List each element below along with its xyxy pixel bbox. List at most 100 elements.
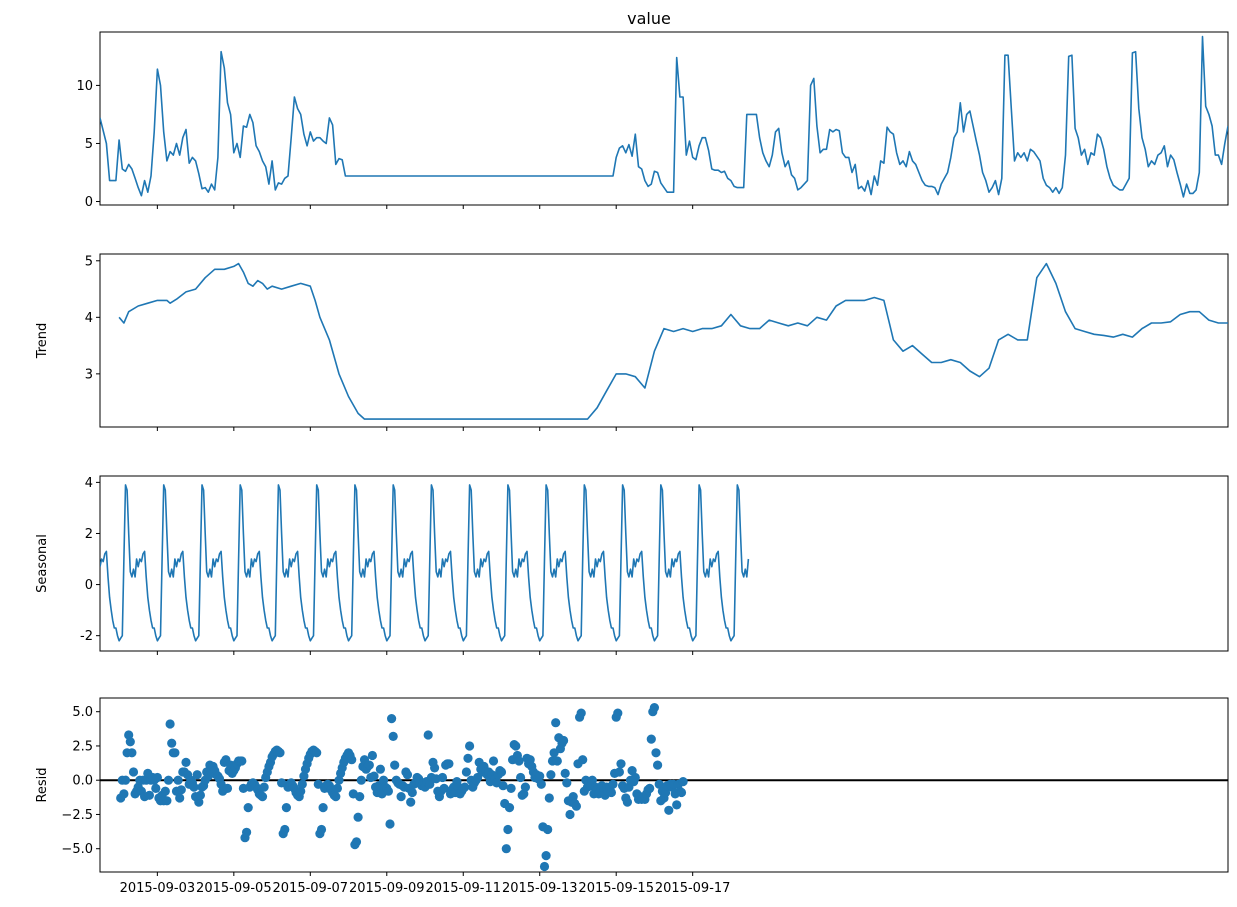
resid-point <box>222 783 233 794</box>
y-tick-label: 0 <box>85 195 93 210</box>
y-tick-label: −2.5 <box>61 808 93 823</box>
series-group <box>100 703 1228 872</box>
resid-point <box>297 779 307 789</box>
resid-point <box>439 783 449 794</box>
resid-point <box>504 803 515 813</box>
resid-point <box>189 782 199 792</box>
resid-point <box>165 719 175 729</box>
resid-point <box>299 771 309 781</box>
resid-point <box>355 792 365 802</box>
resid-point <box>676 787 687 798</box>
resid-point <box>125 737 135 747</box>
resid-point <box>152 772 162 783</box>
resid-point <box>606 787 617 798</box>
x-tick-label: 2015-09-13 <box>502 881 578 896</box>
resid-point <box>331 792 341 802</box>
y-tick-label: 5 <box>85 254 93 269</box>
resid-point <box>562 778 572 788</box>
plot-frame <box>99 697 1229 873</box>
resid-point <box>383 786 393 796</box>
resid-point <box>587 775 597 785</box>
resid-point <box>351 837 362 847</box>
resid-point <box>560 768 570 779</box>
series-line <box>100 484 750 642</box>
x-tick-label: 2015-09-07 <box>273 881 349 896</box>
resid-point <box>275 748 285 758</box>
resid-point <box>396 792 406 802</box>
resid-point <box>364 760 374 770</box>
resid-point <box>242 827 252 837</box>
resid-point <box>608 779 618 789</box>
resid-point <box>312 748 322 758</box>
y-axis-label: Seasonal <box>35 534 50 593</box>
resid-point <box>498 781 508 791</box>
resid-point <box>552 756 562 766</box>
panel-2: 3 4 5 Trend <box>35 253 1229 431</box>
resid-point <box>578 755 588 765</box>
resid-point <box>407 787 417 798</box>
resid-point <box>437 772 448 783</box>
panel-1: 0 5 10 <box>76 31 1229 210</box>
resid-point <box>536 779 546 789</box>
resid-point <box>353 812 363 822</box>
resid-point <box>430 763 440 773</box>
resid-point <box>551 718 561 728</box>
resid-point <box>332 783 342 794</box>
resid-point <box>406 797 416 807</box>
series-group <box>118 262 1228 420</box>
resid-point <box>465 741 475 751</box>
resid-point <box>128 767 139 777</box>
plot-frame <box>99 253 1229 428</box>
resid-point <box>678 777 688 787</box>
y-tick-label: 4 <box>85 476 93 491</box>
resid-point <box>173 775 183 785</box>
resid-point <box>546 770 556 780</box>
resid-point <box>613 708 623 718</box>
resid-point <box>243 803 253 813</box>
resid-point <box>506 783 516 794</box>
y-tick-label: −5.0 <box>61 842 93 857</box>
resid-point <box>651 748 661 758</box>
resid-point <box>167 738 177 748</box>
panels: 0 5 10 3 4 5 Trend -2 0 2 4 Seasonal −5.0 −2.5 0.0 2.5 5… <box>35 31 1229 896</box>
resid-point <box>511 741 521 751</box>
resid-point <box>119 789 129 799</box>
resid-point <box>664 805 674 815</box>
chart-title: value <box>627 9 671 28</box>
resid-point <box>614 767 625 777</box>
resid-point <box>444 759 454 769</box>
x-tick-label: 2015-09-03 <box>120 881 196 896</box>
resid-point <box>316 824 327 835</box>
resid-point <box>622 797 633 807</box>
resid-point <box>516 772 526 783</box>
series-line <box>100 35 1228 198</box>
resid-point <box>568 792 578 802</box>
resid-point <box>170 748 180 758</box>
y-tick-label: 10 <box>76 79 93 94</box>
resid-point <box>195 790 205 800</box>
resid-point <box>296 786 306 796</box>
resid-point <box>535 771 545 781</box>
resid-point <box>181 757 191 768</box>
resid-point <box>390 760 400 770</box>
resid-point <box>649 703 660 713</box>
resid-point <box>544 793 554 803</box>
y-tick-label: 5 <box>85 137 93 152</box>
resid-point <box>543 824 553 835</box>
resid-point <box>367 750 377 761</box>
resid-point <box>653 760 663 770</box>
y-tick-label: 0.0 <box>72 774 93 789</box>
resid-point <box>514 756 524 766</box>
resid-point <box>388 731 398 742</box>
resid-point <box>387 714 397 724</box>
x-tick-label: 2015-09-11 <box>425 881 501 896</box>
resid-point <box>539 861 550 872</box>
resid-point <box>423 730 433 740</box>
resid-point <box>192 770 202 780</box>
resid-point <box>237 756 247 766</box>
y-axis-label: Trend <box>35 323 50 360</box>
resid-point <box>385 819 395 829</box>
resid-point <box>127 748 137 758</box>
resid-point <box>630 772 640 783</box>
